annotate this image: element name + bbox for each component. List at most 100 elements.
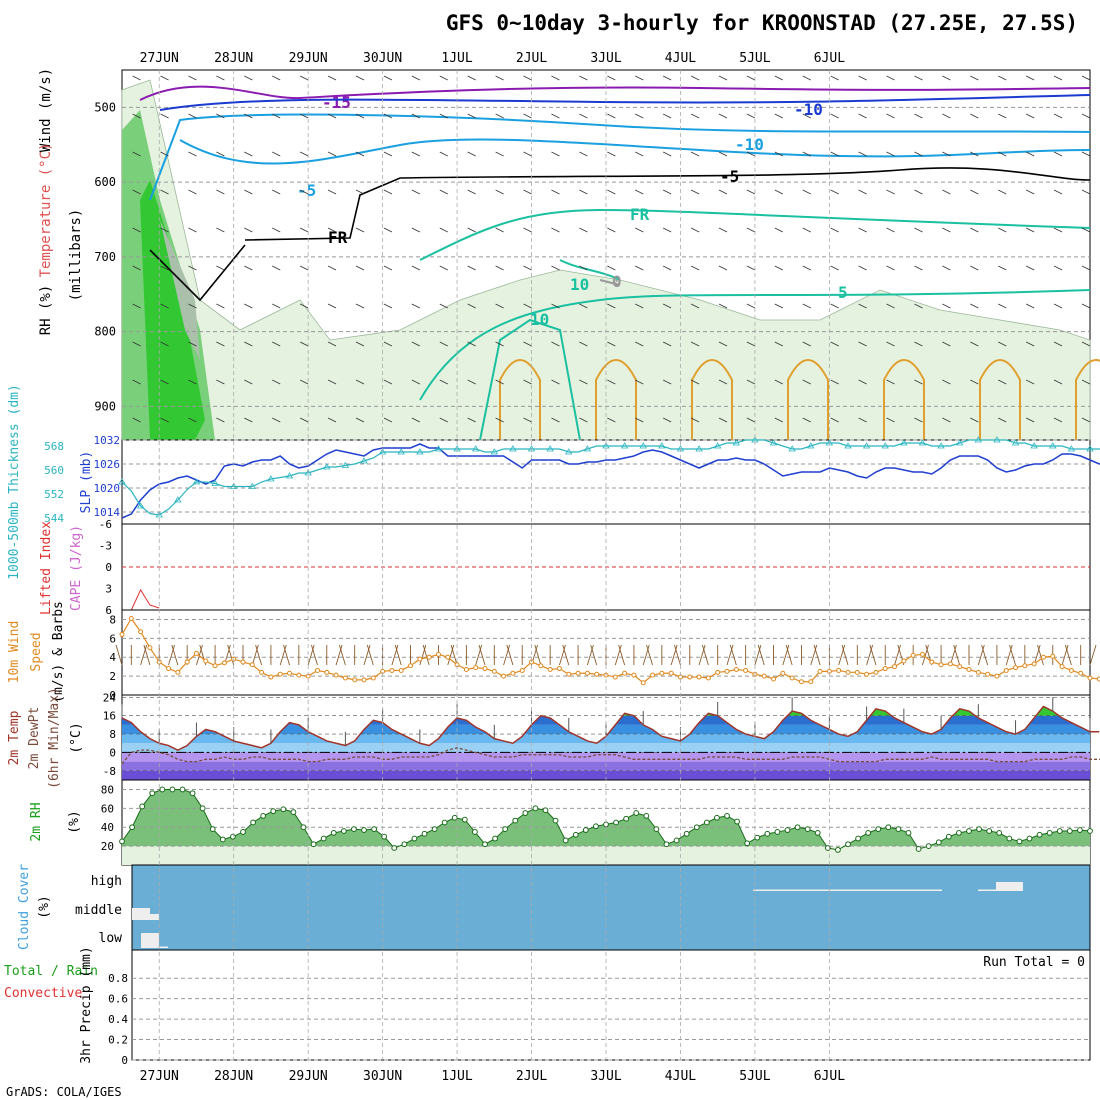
wind10-barb	[422, 644, 430, 666]
wind10-speed-marker	[417, 656, 423, 662]
upper-wind-barb	[774, 379, 784, 385]
wind10-barb	[335, 644, 343, 666]
wind10-speed-marker	[398, 667, 404, 673]
thickness-marker	[1086, 445, 1094, 452]
wind10-speed-marker	[696, 674, 702, 680]
slp-ytick-label: 1020	[94, 482, 121, 495]
date-label-top: 6JUL	[814, 51, 845, 66]
date-label-bottom: 28JUN	[214, 1069, 253, 1084]
isotherm-label: -10	[794, 100, 823, 119]
wind10-barb	[754, 644, 762, 666]
cloud-cover-bar	[870, 889, 879, 891]
upper-wind-barb	[914, 227, 923, 233]
rh2m-marker	[280, 806, 287, 813]
upper-wind-barb	[1081, 417, 1091, 423]
upper-wind-barb	[383, 303, 393, 309]
upper-wind-barb	[970, 189, 979, 195]
cloud-cover-bar	[141, 908, 150, 920]
wind10-speed-marker	[640, 680, 646, 686]
thickness-marker	[639, 442, 647, 449]
date-label-bottom: 1JUL	[441, 1069, 472, 1084]
upper-wind-barb	[411, 227, 421, 233]
wind10-speed-marker	[435, 651, 441, 657]
isotherm-line	[559, 259, 621, 281]
upper-wind-barb	[718, 265, 728, 271]
wind10-speed-marker	[259, 669, 265, 675]
rh2m-marker	[804, 826, 811, 833]
upper-panel: 500 600 700 800 900 -15 -10 -10 -5 -5 FR FR 5 10 10 0	[94, 69, 1100, 441]
precip-ylabels: Total / Rain Convective 3hr Precip (mm)	[4, 946, 98, 1063]
wind10-barb	[1089, 644, 1097, 666]
wind10-speed-marker	[556, 666, 562, 672]
cape-ylabel: CAPE (J/kg)	[69, 525, 84, 611]
upper-wind-barb	[746, 417, 756, 423]
upper-wind-barb	[662, 113, 672, 119]
upper-wind-barb	[579, 189, 588, 195]
temp2m-ylabel-3: (6hr Min/Max)	[47, 687, 62, 789]
rh2m-marker	[1056, 828, 1063, 834]
wind10-barb	[953, 644, 961, 666]
rh2m-marker	[189, 790, 196, 797]
wind10-barb	[782, 644, 790, 666]
precip-ylabel-3: 3hr Precip (mm)	[79, 946, 94, 1063]
temp2m-ytick-label: -8	[103, 765, 116, 778]
upper-wind-barb	[718, 151, 728, 157]
cloud-ylabels: Cloud Cover (%)	[17, 864, 52, 950]
wind10-speed-marker	[1031, 661, 1037, 667]
rh2m-marker	[925, 843, 932, 850]
upper-wind-barb	[551, 75, 560, 81]
precip-ytick-label: 0.2	[108, 1034, 128, 1047]
rh2m-marker	[1066, 828, 1073, 834]
upper-wind-barb	[1081, 151, 1091, 157]
thickness-marker	[360, 457, 368, 464]
upper-wind-barb	[467, 303, 476, 309]
rh2m-marker	[572, 831, 579, 838]
date-label-top: 1JUL	[441, 51, 472, 66]
upper-wind-barb	[467, 75, 476, 81]
upper-wind-barb	[914, 303, 923, 309]
rh2m-marker	[996, 829, 1003, 836]
cloud-cover-bar	[816, 889, 825, 891]
upper-wind-barb	[160, 417, 169, 423]
wind10-speed-marker	[538, 663, 544, 669]
upper-wind-barb	[439, 151, 448, 157]
upper-wind-barb	[383, 379, 393, 385]
upper-wind-barb	[272, 417, 281, 423]
cloud-cover-bar	[933, 889, 942, 891]
upper-wind-barb	[216, 75, 225, 81]
wind10-speed-marker	[892, 664, 898, 670]
wind10-speed-marker	[761, 673, 767, 679]
temp2m-line	[121, 705, 1100, 751]
upper-wind-barb	[188, 265, 197, 271]
upper-wind-barb	[439, 341, 448, 347]
rh2m-marker	[129, 824, 135, 831]
thickness-marker	[118, 478, 126, 485]
wind10-barb	[559, 644, 566, 666]
upper-wind-barb	[690, 265, 700, 271]
upper-wind-barb	[188, 151, 197, 157]
rh2m-marker	[411, 835, 418, 842]
wind10-ylabel-3: (m/s) & Barbs	[51, 601, 66, 703]
upper-wind-barb	[1053, 379, 1063, 385]
upper-wind-barb	[299, 303, 309, 309]
upper-wind-barb	[383, 113, 393, 119]
precip-frame	[131, 949, 1091, 1061]
upper-wind-barb	[830, 227, 839, 233]
upper-wind-barb	[1081, 303, 1091, 309]
upper-wind-barb	[1025, 341, 1035, 347]
wind10-speed-marker	[957, 664, 963, 670]
upper-wind-barb	[802, 265, 811, 271]
temp2m-ylabel-1: 2m Temp	[7, 710, 22, 765]
upper-wind-barb	[411, 341, 421, 347]
upper-wind-barb	[746, 379, 756, 385]
upper-wind-barb	[411, 265, 421, 271]
rh2m-marker	[351, 826, 357, 833]
upper-wind-barb	[1025, 265, 1035, 271]
upper-wind-barb	[523, 75, 532, 81]
wind10-speed-marker	[715, 669, 721, 675]
run-total-label: Run Total = 0	[983, 955, 1085, 970]
upper-wind-barb	[970, 113, 979, 119]
date-label-bottom: 2JUL	[516, 1069, 547, 1084]
wind10-barb	[1005, 644, 1013, 666]
upper-wind-barb	[216, 189, 225, 195]
